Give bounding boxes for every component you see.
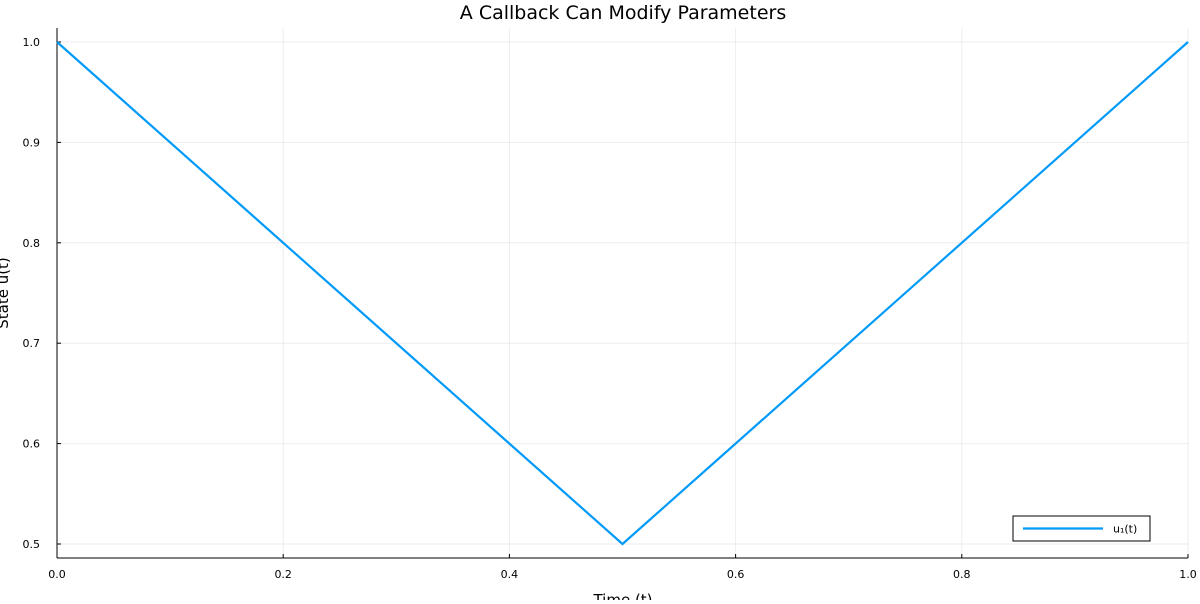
x-tick-label: 1.0 bbox=[1179, 568, 1197, 581]
x-tick-label: 0.4 bbox=[501, 568, 519, 581]
series-line-0 bbox=[56, 41, 1189, 546]
x-tick-label: 0.0 bbox=[48, 568, 66, 581]
y-tick-label: 0.9 bbox=[23, 136, 41, 149]
axes bbox=[56, 28, 1189, 559]
legend: u₁(t) bbox=[1012, 515, 1151, 542]
chart-title: A Callback Can Modify Parameters bbox=[460, 2, 786, 24]
y-tick-label: 0.8 bbox=[23, 237, 41, 250]
series-layer bbox=[56, 41, 1189, 546]
x-tick-label: 0.6 bbox=[727, 568, 745, 581]
y-tick-label: 1.0 bbox=[23, 36, 41, 49]
y-tick-label: 0.5 bbox=[23, 538, 41, 551]
y-tick-label: 0.7 bbox=[23, 337, 41, 350]
legend-label: u₁(t) bbox=[1113, 523, 1137, 536]
y-axis-title: State u(t) bbox=[0, 257, 12, 329]
x-tick-label: 0.8 bbox=[953, 568, 971, 581]
y-tick-label: 0.6 bbox=[23, 438, 41, 451]
tick-labels: 0.0 0.2 0.4 0.6 0.8 1.0 0.5 0.6 0.7 0.8 0.9 1.0 bbox=[23, 36, 1197, 581]
x-tick-label: 0.2 bbox=[274, 568, 292, 581]
grid bbox=[56, 28, 1189, 558]
x-axis-title: Time (t) bbox=[592, 591, 652, 600]
